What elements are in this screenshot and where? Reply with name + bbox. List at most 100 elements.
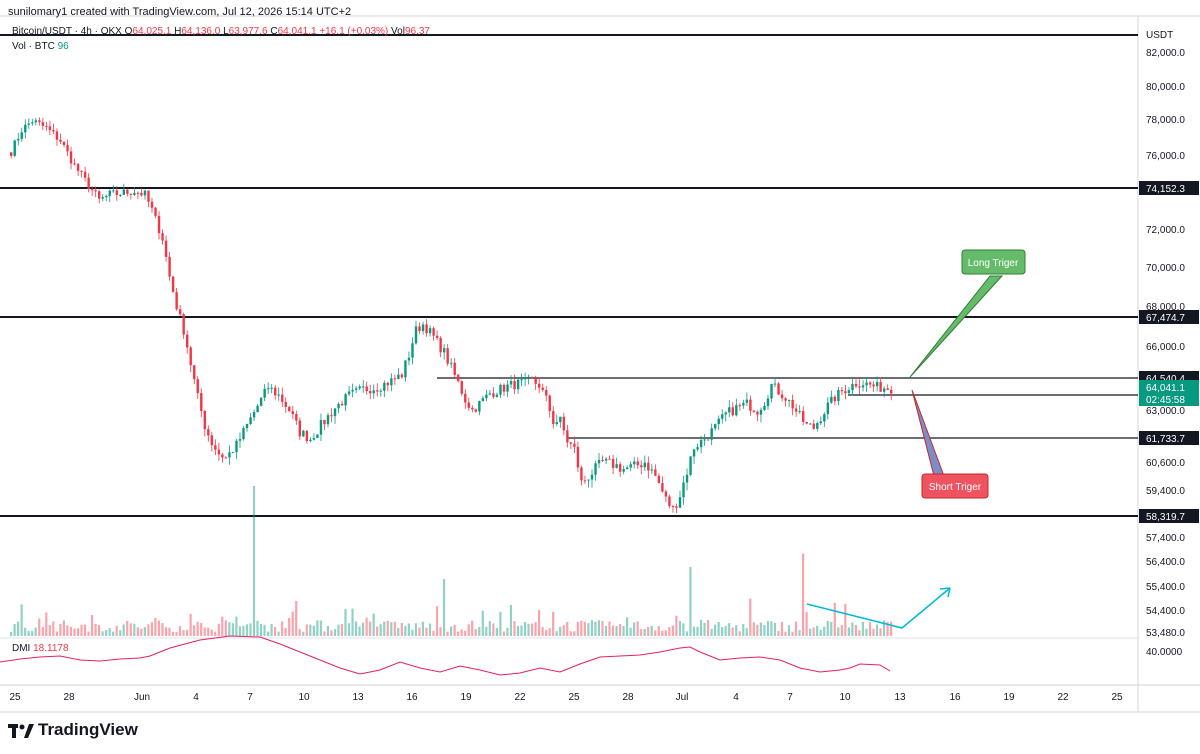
volume-bar [689,567,692,636]
candle-body [41,122,45,126]
candle-body [55,131,59,140]
candle-body [854,384,858,387]
candle-body [826,402,830,415]
candle-body [147,190,150,202]
candle-body [780,394,784,399]
volume-bar [13,623,16,636]
tradingview-logo[interactable]: TradingView [8,720,138,740]
volume-bar [816,625,819,636]
candle-body [98,191,101,199]
volume-bar [154,617,157,636]
candle-body [259,397,263,406]
volume-bar [326,625,329,636]
ohlc-h-label: H [174,26,182,37]
candle-body [186,334,189,348]
candle-body [372,390,375,394]
volume-bar [837,627,840,636]
volume-bar [492,623,495,636]
volume-bar [136,627,139,636]
volume-bar [214,631,217,636]
candle-body [745,399,749,403]
volume-bar [858,630,861,636]
volume-bar [640,629,643,636]
candle-body [879,382,882,392]
candle-body [69,151,73,164]
candle-body [309,439,312,442]
candle-body [562,416,566,431]
candle-body [435,335,439,338]
volume-bar [791,631,794,636]
volume-bar [418,627,421,636]
candle-body [844,391,847,394]
volume-bar [171,631,175,636]
volume-bar [217,623,220,636]
volume-bar [622,626,625,636]
x-tick-label: 13 [894,692,906,703]
volume-bar [833,602,836,636]
candle-body [534,378,537,384]
y-tick-label: 66,000.0 [1146,342,1185,353]
candle-body [601,459,604,461]
volume-bar [882,620,886,636]
candle-body [675,506,678,508]
volume-bar [460,629,463,636]
candle-body [847,390,851,394]
x-tick-label: 28 [622,692,634,703]
candle-body [647,462,650,471]
volume-bar [168,627,171,636]
candle-body [738,405,742,407]
candle-body [238,439,242,441]
volume-bar [580,620,583,636]
candle-body [256,405,259,413]
candle-body [316,434,319,439]
candle-body [365,386,368,392]
volume-bar [330,630,333,636]
last-price-tag [1139,380,1199,406]
candle-body [555,422,558,424]
volume-bar [611,625,615,636]
candle-body [288,406,291,412]
candle-body [766,398,770,407]
candle-body [618,464,622,472]
volume-bar [157,620,161,636]
x-tick-label: 19 [1003,692,1015,703]
volume-bar [249,623,252,636]
candle-body [362,386,365,388]
ohlc-vol-label: Vol [391,26,405,37]
long-trigger-box [961,249,1026,275]
candle-body [73,163,76,165]
volume-bar [457,631,460,636]
volume-bar [196,621,199,636]
volume-bar [390,622,393,636]
volume-bar [80,624,83,636]
candle-body [467,402,470,408]
volume-bar [552,611,555,636]
ohlc-o-label: O [124,26,133,37]
volume-bar [868,622,872,636]
volume-bar [34,627,37,636]
volume-bar [587,623,590,636]
candle-body [62,141,66,146]
candle-body [108,190,111,196]
volume-bar [805,612,808,636]
dmi-value: 18.1178 [33,643,69,654]
candle-body [837,389,840,402]
candle-body [488,393,492,395]
volume-bar [55,631,58,636]
dmi-tick-label: 40.0000 [1146,647,1183,658]
volume-bar [393,621,396,636]
candle-body [439,337,442,353]
symbol-legend[interactable]: Bitcoin/USDT · 4h · OKX O64,025.1 H64,13… [12,26,430,37]
volume-bar [83,624,87,636]
candle-body [217,449,221,455]
volume-bar [210,629,213,636]
candle-body [668,496,671,507]
candle-body [882,388,886,392]
candle-body [636,461,639,466]
candle-body [432,328,435,336]
volume-legend-label: Vol · BTC [12,41,55,52]
dmi-legend[interactable]: DMI 18.1178 [12,643,69,654]
candle-body [298,420,302,437]
volume-legend[interactable]: Vol · BTC 96 [12,41,69,52]
